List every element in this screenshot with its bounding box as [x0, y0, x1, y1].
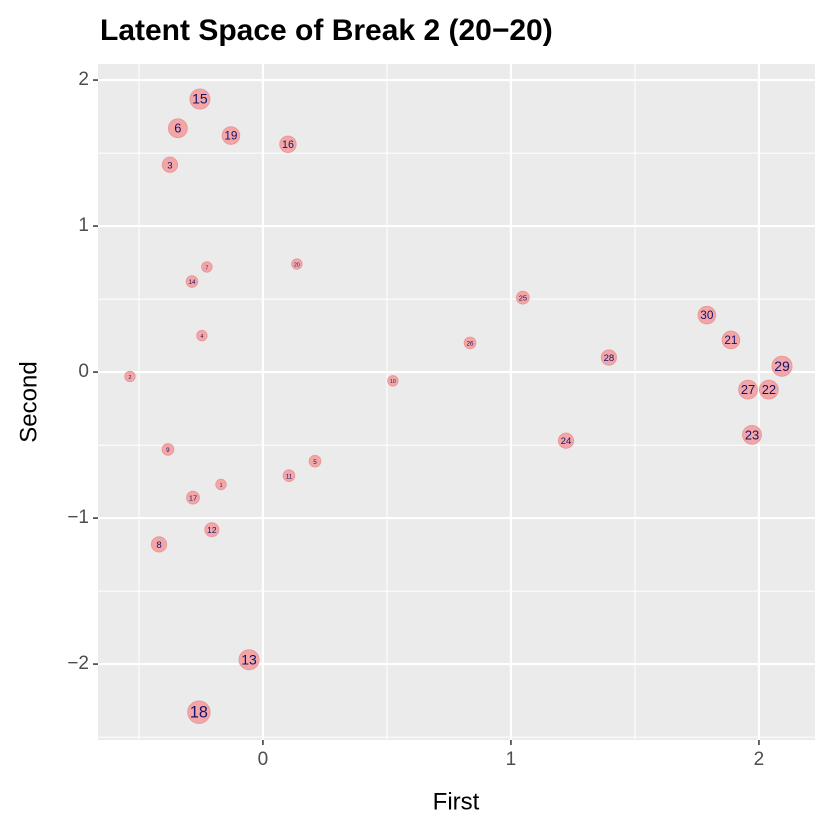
point — [124, 370, 136, 383]
point-label: 16 — [282, 139, 294, 151]
point — [463, 336, 477, 350]
point-label: 6 — [174, 121, 181, 136]
point — [161, 443, 175, 456]
point — [738, 379, 758, 400]
point-label: 5 — [313, 459, 317, 466]
point — [697, 305, 717, 325]
point-label: 1 — [220, 483, 223, 489]
point — [308, 454, 322, 468]
x-tick-label: 1 — [506, 749, 517, 770]
y-tick-label: −2 — [67, 653, 89, 674]
y-tick-label: −1 — [67, 507, 89, 528]
point-label: 20 — [294, 262, 300, 268]
point — [187, 700, 211, 724]
point-label: 11 — [286, 473, 293, 480]
point-label: 21 — [724, 333, 737, 347]
point — [742, 424, 762, 445]
y-tick-label: 2 — [78, 69, 89, 90]
point-label: 24 — [561, 436, 572, 447]
point — [771, 355, 793, 377]
point — [758, 379, 779, 400]
point-label: 26 — [467, 341, 475, 348]
point — [161, 156, 179, 173]
point — [185, 275, 199, 288]
point-label: 3 — [167, 160, 172, 171]
point-label: 23 — [745, 427, 759, 442]
point-label: 9 — [166, 447, 170, 454]
x-tick-label: 0 — [258, 749, 269, 770]
x-axis-label: First — [433, 788, 480, 815]
point — [291, 258, 303, 270]
point-label: 30 — [700, 308, 714, 322]
point-label: 14 — [188, 279, 196, 286]
point — [282, 469, 296, 483]
point — [201, 261, 213, 273]
point — [215, 478, 227, 491]
point — [196, 329, 208, 342]
point — [387, 375, 399, 387]
point-label: 27 — [741, 382, 755, 397]
point-label: 25 — [519, 294, 527, 303]
y-axis-label: Second — [15, 361, 42, 442]
point — [204, 522, 220, 538]
point — [189, 88, 211, 110]
point-label: 2 — [129, 375, 132, 381]
point-label: 22 — [762, 382, 776, 397]
point-label: 10 — [390, 379, 396, 385]
panel — [98, 64, 815, 740]
point-label: 7 — [205, 265, 208, 271]
point-label: 13 — [241, 651, 257, 667]
point-label: 15 — [192, 91, 208, 107]
point — [721, 330, 741, 350]
point — [238, 649, 260, 671]
point-label: 4 — [200, 334, 203, 340]
point — [150, 536, 168, 553]
point — [167, 118, 188, 139]
x-tick-label: 2 — [754, 749, 765, 770]
y-tick-label: 0 — [78, 361, 89, 382]
point-label: 28 — [604, 353, 615, 364]
point-label: 18 — [190, 704, 208, 722]
point-label: 8 — [156, 540, 161, 551]
point — [279, 135, 297, 154]
point — [221, 126, 241, 145]
point-label: 12 — [207, 525, 217, 535]
chart-title: Latent Space of Break 2 (20−20) — [100, 14, 553, 47]
point-label: 17 — [189, 494, 197, 503]
y-tick-label: 1 — [78, 215, 89, 236]
point-label: 19 — [224, 129, 237, 143]
point-label: 29 — [774, 358, 790, 374]
point — [600, 349, 618, 366]
point — [515, 290, 530, 305]
point — [186, 490, 200, 505]
point — [557, 432, 575, 449]
